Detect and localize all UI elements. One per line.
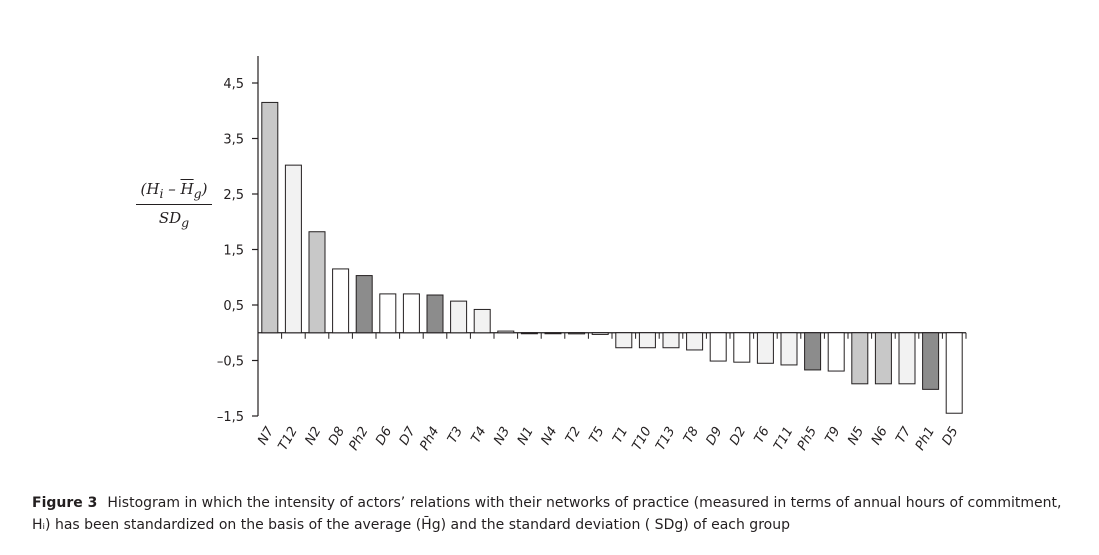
x-tick-label: N5 (845, 425, 867, 448)
figure-label: Figure 3 (32, 495, 98, 511)
bar-d2 (733, 332, 751, 363)
bar-t8 (686, 332, 704, 351)
bar-d7 (402, 293, 420, 334)
y-axis-label-numerator: (Hi – Hg) (136, 180, 212, 205)
bar-n4 (544, 332, 562, 335)
bar-d5 (945, 332, 963, 414)
x-tick-label: T10 (630, 425, 655, 454)
bar-t11 (780, 332, 798, 366)
x-tick-label: D8 (326, 425, 348, 448)
x-tick-label: T6 (752, 425, 773, 447)
bar-n1 (520, 332, 538, 335)
bar-t13 (662, 332, 680, 349)
y-ticks: –1,5 –0,5 0,5 1,5 2,5 3,5 4,5 (217, 77, 258, 425)
x-tick-label: N3 (491, 425, 513, 448)
bar-t3 (450, 300, 468, 334)
bar-ph5 (804, 332, 822, 371)
x-tick-label: N7 (255, 424, 277, 448)
y-axis-label-denominator: SDg (158, 209, 190, 230)
x-tick-label: D6 (373, 425, 395, 448)
y-tick-label: –0,5 (217, 355, 244, 370)
x-tick-label: T9 (823, 425, 844, 447)
x-tick-label: N4 (538, 425, 560, 448)
x-tick-label: D5 (940, 425, 962, 448)
x-tick-label: Ph1 (913, 425, 938, 454)
x-tick-label: Ph4 (417, 425, 442, 454)
x-tick-label: D7 (397, 424, 419, 448)
x-tick-label: T1 (610, 425, 631, 447)
bar-d9 (709, 332, 727, 362)
x-tick-label: T3 (445, 425, 466, 447)
x-tick-label: N1 (515, 425, 537, 448)
bars (261, 101, 963, 414)
y-tick-label: –1,5 (217, 410, 244, 425)
x-tick-label: Ph5 (795, 425, 820, 454)
bar-n2 (308, 231, 326, 334)
bar-d6 (379, 293, 397, 334)
x-tick-label: N2 (302, 425, 324, 448)
x-tick-label: T13 (653, 425, 678, 454)
x-tick-label: T12 (276, 425, 301, 454)
y-tick-label: 2,5 (223, 188, 244, 203)
y-tick-label: 0,5 (223, 299, 244, 314)
bar-t12 (284, 164, 302, 334)
bar-t7 (898, 332, 916, 385)
x-tick-label: T2 (563, 425, 584, 447)
bar-d8 (332, 268, 350, 334)
x-tick-label: T8 (681, 425, 702, 447)
y-tick-label: 4,5 (223, 77, 244, 92)
bar-t2 (568, 332, 586, 335)
bar-t10 (638, 332, 656, 349)
bar-t5 (591, 332, 609, 335)
figure-caption-text: Histogram in which the intensity of acto… (32, 495, 1062, 533)
bar-t9 (827, 332, 845, 372)
bar-t6 (756, 332, 774, 364)
x-tick-label: T4 (469, 425, 490, 447)
bar-t4 (473, 308, 491, 334)
bar-n6 (874, 332, 892, 385)
axes (257, 56, 967, 416)
figure-caption: Figure 3 Histogram in which the intensity… (32, 492, 1082, 536)
x-tick-label: T5 (587, 425, 608, 447)
x-tick-label: D9 (704, 425, 726, 448)
x-tick-label: T7 (893, 424, 914, 446)
bar-n7 (261, 101, 279, 334)
x-tick-label: D2 (727, 425, 749, 448)
bar-ph1 (922, 332, 940, 390)
x-tick-label: T11 (771, 425, 796, 454)
y-tick-label: 1,5 (223, 244, 244, 259)
y-tick-label: 3,5 (223, 133, 244, 148)
bar-n5 (851, 332, 869, 385)
x-tick-label: N6 (869, 425, 891, 448)
y-axis-label: (Hi – Hg) SDg (136, 180, 212, 230)
x-tick-label: Ph2 (346, 425, 371, 454)
bar-ph2 (355, 275, 373, 334)
bar-ph4 (426, 294, 444, 334)
bar-t1 (615, 332, 633, 349)
bar-n3 (497, 330, 515, 334)
